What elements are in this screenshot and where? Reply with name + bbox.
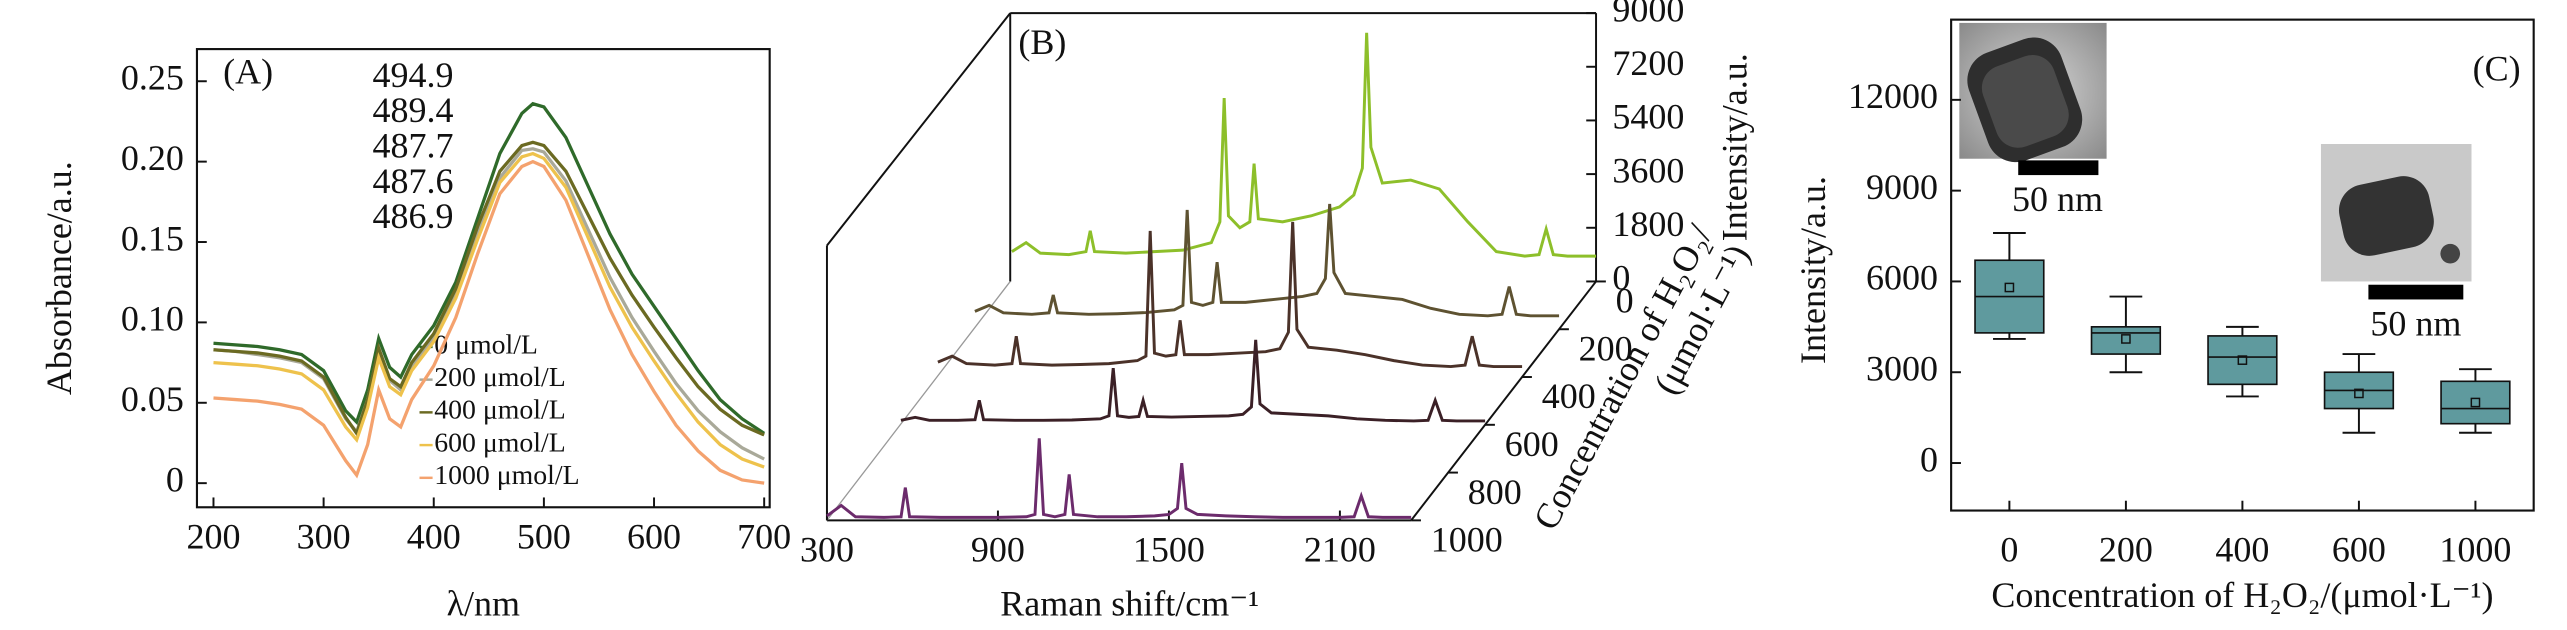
y-tick-label: 0.15 [121, 218, 184, 258]
peak-label: 489.4 [372, 90, 453, 130]
y-tick-label: 5400 [1612, 97, 1684, 137]
y-tick-label: 12000 [1848, 76, 1938, 116]
scale-bar-label: 50 nm [2012, 179, 2103, 219]
y-tick-label: 9000 [1866, 167, 1938, 207]
spectrum-line [826, 438, 1412, 519]
tem-inset [2320, 144, 2472, 300]
y-tick-label: 3600 [1612, 150, 1684, 190]
y-tick-label: 0.20 [121, 138, 184, 178]
box [2207, 335, 2278, 386]
peak-label: 487.6 [372, 161, 453, 201]
spectrum-line [974, 203, 1560, 318]
legend-label: 600 μmol/L [434, 427, 566, 458]
box [2090, 326, 2162, 355]
y-tick-label: 6000 [1866, 258, 1938, 298]
panel-label: (B) [1018, 22, 1066, 62]
x-tick-label: 0 [2000, 529, 2018, 569]
x-tick-label: 400 [2215, 529, 2269, 569]
x-axis-title: λ/nm [447, 583, 520, 623]
x-tick-label: 1500 [1133, 529, 1205, 569]
panel-label: (A) [223, 52, 273, 92]
x-tick-label: 500 [517, 516, 571, 556]
box [2440, 380, 2511, 425]
y-tick-label: 0 [1612, 258, 1630, 298]
spectrum-line [937, 221, 1523, 369]
y-tick-label: 0 [166, 459, 184, 499]
y-tick-label: 1800 [1612, 204, 1684, 244]
x-tick-label: 400 [407, 516, 461, 556]
y-tick-label: 7200 [1612, 43, 1684, 83]
mean-marker [2470, 397, 2481, 408]
x-tick-label: 300 [800, 529, 854, 569]
spectrum-line [213, 159, 765, 485]
plot-frame [195, 48, 771, 509]
peak-label: 486.9 [372, 196, 453, 236]
scale-bar-label: 50 nm [2370, 304, 2461, 344]
y-axis-title: Intensity/a.u. [1715, 53, 1755, 241]
y-tick-label: 0.05 [121, 379, 184, 419]
peak-label: 494.9 [372, 55, 453, 95]
x-tick-label: 700 [737, 516, 791, 556]
legend-label: 400 μmol/L [434, 395, 566, 426]
z-tick-label: 0 [1616, 281, 1634, 321]
z-tick-label: 200 [1579, 328, 1633, 368]
mean-marker [2237, 355, 2248, 365]
x-tick-label: 600 [627, 516, 681, 556]
panel-label: (C) [2473, 48, 2521, 88]
x-tick-label: 200 [186, 516, 240, 556]
x-tick-label: 600 [2332, 529, 2386, 569]
mean-marker [2004, 282, 2015, 293]
x-axis-title: Concentration of H₂O₂/(μmol·L⁻¹) [1991, 575, 2493, 615]
z-tick-label: 400 [1542, 376, 1596, 416]
legend-label: 200 μmol/L [434, 362, 566, 393]
y-tick-label: 0 [1920, 439, 1938, 479]
legend-label: 1000 μmol/L [434, 460, 579, 491]
x-tick-label: 200 [2099, 529, 2153, 569]
spectrum-line [1011, 32, 1597, 258]
x-tick-label: 2100 [1304, 529, 1376, 569]
spectrum-line [213, 101, 766, 435]
z-tick-label: 1000 [1431, 520, 1503, 560]
mean-marker [2354, 388, 2364, 399]
y-tick-label: 9000 [1612, 0, 1684, 29]
peak-label: 487.7 [372, 126, 453, 166]
z-tick-label: 800 [1468, 472, 1522, 512]
spectrum-line [213, 151, 765, 469]
mean-marker [2121, 334, 2131, 344]
y-tick-label: 0.25 [121, 58, 184, 98]
x-tick-label: 300 [297, 516, 351, 556]
3d-box [825, 12, 1598, 522]
tem-inset [1959, 22, 2107, 176]
z-tick-label: 600 [1505, 424, 1559, 464]
y-axis-title: Absorbance/a.u. [39, 161, 79, 395]
spectrum-line [900, 339, 1486, 423]
x-tick-label: 1000 [2439, 529, 2511, 569]
spectrum-line [213, 140, 765, 437]
y-tick-label: 3000 [1866, 348, 1938, 388]
x-tick-label: 900 [971, 529, 1025, 569]
legend-label: 0 μmol/L [434, 329, 538, 360]
y-axis-title: Intensity/a.u. [1793, 176, 1833, 364]
y-tick-label: 0.10 [121, 299, 184, 339]
x-axis-title: Raman shift/cm⁻¹ [1000, 583, 1259, 623]
